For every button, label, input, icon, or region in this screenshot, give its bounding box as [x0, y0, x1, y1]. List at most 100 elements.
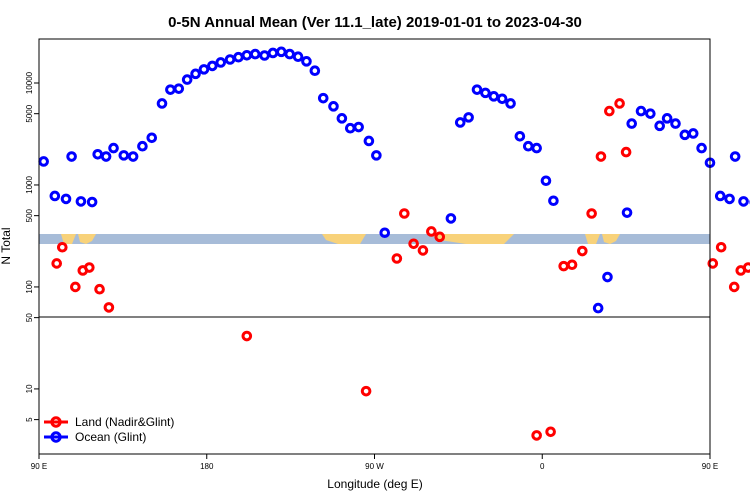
ocean-data-point — [267, 47, 279, 59]
x-axis-label: Longitude (deg E) — [327, 477, 422, 491]
ocean-data-point — [137, 140, 148, 152]
y-tick-label: 5 — [25, 417, 34, 422]
legend-ocean-marker — [50, 431, 62, 443]
ocean-data-point — [496, 93, 508, 105]
ocean-data-point — [463, 112, 474, 123]
land-data-point — [408, 238, 419, 250]
ocean-data-point — [454, 117, 466, 128]
ocean-data-point — [207, 60, 218, 72]
y-tick-label: 10000 — [25, 71, 34, 94]
ocean-data-point — [301, 56, 312, 67]
ocean-data-point — [328, 101, 339, 112]
y-axis-label: N Total — [0, 227, 13, 264]
legend-ocean-label: Ocean (Glint) — [75, 430, 146, 444]
ocean-data-point — [363, 135, 375, 147]
ocean-data-point — [241, 49, 253, 61]
ocean-data-point — [233, 51, 244, 63]
land-data-point — [558, 260, 569, 272]
land-data-point — [595, 151, 607, 162]
ocean-data-point — [626, 118, 638, 129]
land-data-point — [531, 430, 542, 441]
ocean-data-point — [714, 190, 726, 202]
land-data-point — [103, 302, 115, 313]
ocean-data-point — [224, 54, 236, 65]
x-tick-label: 90 E — [702, 462, 718, 471]
ocean-data-point — [309, 65, 321, 76]
ocean-data-point — [60, 193, 72, 205]
land-data-point — [614, 98, 625, 109]
land-sea-band — [39, 234, 710, 244]
ocean-data-point — [371, 150, 382, 161]
land-patch — [322, 234, 366, 244]
plot-frame — [38, 38, 711, 455]
ocean-data-point — [165, 84, 176, 95]
chart-title: 0-5N Annual Mean (Ver 11.1_late) 2019-01… — [168, 14, 582, 31]
ocean-data-point — [505, 98, 516, 109]
ocean-data-point — [488, 91, 500, 102]
ocean-data-point — [284, 48, 295, 60]
ocean-data-point — [654, 120, 665, 132]
ocean-data-point — [66, 151, 77, 162]
legend: Land (Nadir&Glint) Ocean (Glint) — [44, 415, 174, 444]
ocean-data-point — [198, 64, 210, 75]
ocean-data-point — [645, 108, 656, 119]
ocean-data-point — [670, 118, 681, 129]
ocean-data-point — [127, 151, 139, 162]
ocean-data-point — [156, 98, 168, 109]
land-data-point — [577, 245, 588, 257]
land-data-point — [426, 226, 437, 237]
ocean-data-point — [480, 87, 491, 99]
ocean-data-point — [100, 151, 112, 162]
ocean-data-point — [215, 57, 227, 68]
ocean-data-point — [531, 142, 542, 154]
ocean-data-point — [86, 196, 98, 208]
land-data-point — [391, 253, 403, 264]
ocean-data-point — [738, 196, 749, 207]
ocean-data-point — [696, 142, 707, 154]
ocean-data-point — [259, 50, 270, 61]
y-tick-label: 10 — [25, 384, 34, 393]
land-data-point — [566, 259, 578, 271]
ocean-data-point — [190, 68, 201, 80]
ocean-data-point — [38, 156, 49, 167]
y-tick-label: 50 — [25, 313, 34, 322]
x-tick-label: 90 E — [31, 462, 47, 471]
land-data-point — [715, 241, 727, 253]
land-data-point — [94, 283, 105, 295]
y-tick-label: 5000 — [25, 104, 34, 122]
land-patch — [430, 234, 514, 244]
ocean-data-point — [75, 196, 87, 207]
land-data-point — [434, 231, 446, 243]
ocean-data-point — [276, 46, 287, 58]
legend-land-label: Land (Nadir&Glint) — [75, 415, 174, 429]
land-patch — [585, 234, 600, 244]
ocean-data-point — [292, 51, 304, 63]
ocean-data-point — [635, 105, 647, 117]
land-data-point — [604, 105, 615, 117]
ocean-data-point — [540, 175, 552, 187]
ocean-data-point — [445, 213, 457, 224]
land-data-point — [56, 241, 68, 253]
y-tick-label: 100 — [25, 280, 34, 294]
ocean-data-point — [146, 132, 158, 144]
land-data-point — [51, 258, 63, 269]
land-patch — [61, 234, 76, 244]
land-patch — [602, 234, 620, 244]
y-axis: 5 10 50 100 500 1000 5000 10000 — [25, 71, 39, 422]
land-data-point — [545, 426, 556, 438]
land-data-point — [70, 281, 81, 293]
y-tick-label: 500 — [25, 208, 34, 222]
y-tick-label: 1000 — [25, 176, 34, 194]
x-tick-label: 90 W — [365, 462, 384, 471]
ocean-data-point — [687, 128, 699, 139]
x-tick-label: 180 — [200, 462, 214, 471]
ocean-data-point — [514, 131, 526, 142]
ocean-data-point — [621, 207, 633, 218]
ocean-data-point — [173, 83, 185, 94]
ocean-data-point — [49, 190, 61, 202]
ocean-data-point — [724, 193, 735, 205]
land-patch — [78, 234, 96, 244]
land-data-point — [360, 385, 372, 397]
ocean-data-point — [336, 113, 348, 124]
